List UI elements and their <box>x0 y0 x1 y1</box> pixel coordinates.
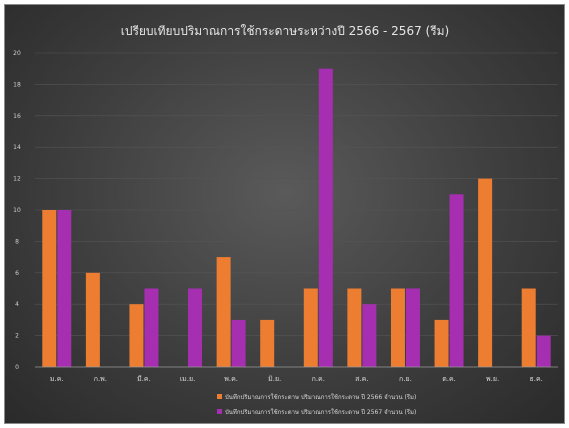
bar-series-1-2 <box>85 272 100 367</box>
x-tick-label: ต.ค. <box>442 375 456 383</box>
bar-series-1-3 <box>129 304 144 367</box>
bar-series-1-10 <box>434 319 449 367</box>
bar-series-1-11 <box>478 178 493 367</box>
bar-series-2-5 <box>231 319 246 367</box>
grid-layer <box>35 52 558 336</box>
bar-series-1-1 <box>42 210 57 367</box>
x-tick-label: มี.ค. <box>137 375 151 383</box>
bar-series-1-8 <box>347 288 362 367</box>
y-tick-label: 4 <box>15 301 19 308</box>
bar-series-1-5 <box>216 257 231 367</box>
x-tick-label: ธ.ค. <box>530 375 543 383</box>
legend-swatch <box>217 409 222 414</box>
bar-series-1-12 <box>521 288 536 367</box>
y-tick-label: 16 <box>13 113 21 120</box>
chart-legend: บันทึกปริมาณการใช้กระดาษ ปริมาณการใช้กระ… <box>217 393 416 416</box>
chart-frame: เปรียบเทียบปริมาณการใช้กระดาษระหว่างปี 2… <box>4 4 565 424</box>
y-tick-label: 20 <box>13 50 21 57</box>
x-tick-label: ม.ค. <box>50 375 64 383</box>
bar-series-2-9 <box>405 288 420 367</box>
y-tick-label: 6 <box>15 270 19 277</box>
bar-series-2-1 <box>57 210 72 367</box>
legend-swatch <box>217 394 222 399</box>
y-tick-label: 10 <box>13 207 21 214</box>
x-tick-label: ก.ย. <box>399 375 412 383</box>
bar-series-1-9 <box>390 288 405 367</box>
y-tick-label: 0 <box>15 364 19 371</box>
bar-layer <box>42 68 551 367</box>
chart-title: เปรียบเทียบปริมาณการใช้กระดาษระหว่างปี 2… <box>121 24 450 38</box>
y-tick-label: 8 <box>15 238 19 245</box>
bar-series-1-6 <box>260 319 275 367</box>
x-tick-label: ก.พ. <box>94 375 107 383</box>
x-tick-label: พ.ค. <box>224 375 238 383</box>
bar-series-2-7 <box>318 68 333 367</box>
bar-series-2-12 <box>536 335 551 367</box>
y-tick-label: 12 <box>13 176 21 183</box>
x-tick-label: พ.ย. <box>486 375 499 383</box>
legend-label: บันทึกปริมาณการใช้กระดาษ ปริมาณการใช้กระ… <box>225 408 416 416</box>
x-tick-label: ส.ค. <box>355 375 368 383</box>
chart-svg: เปรียบเทียบปริมาณการใช้กระดาษระหว่างปี 2… <box>13 24 558 416</box>
axis-layer: 0 2 4 6 8 10 12 14 16 18 20 ม.ค. ก.พ. มี.ค. เม.ย. พ.ค. ม… <box>13 50 558 383</box>
bar-series-2-10 <box>449 194 464 367</box>
x-tick-label: มิ.ย. <box>268 375 281 383</box>
bar-series-2-4 <box>188 288 203 367</box>
x-tick-label: เม.ย. <box>180 375 196 383</box>
x-tick-label: ก.ค. <box>312 375 325 383</box>
bar-series-2-8 <box>362 304 377 367</box>
y-tick-label: 18 <box>13 81 21 88</box>
y-tick-label: 14 <box>13 144 21 151</box>
y-tick-label: 2 <box>15 333 19 340</box>
bar-series-2-3 <box>144 288 159 367</box>
legend-label: บันทึกปริมาณการใช้กระดาษ ปริมาณการใช้กระ… <box>225 393 416 401</box>
bar-series-1-7 <box>303 288 318 367</box>
